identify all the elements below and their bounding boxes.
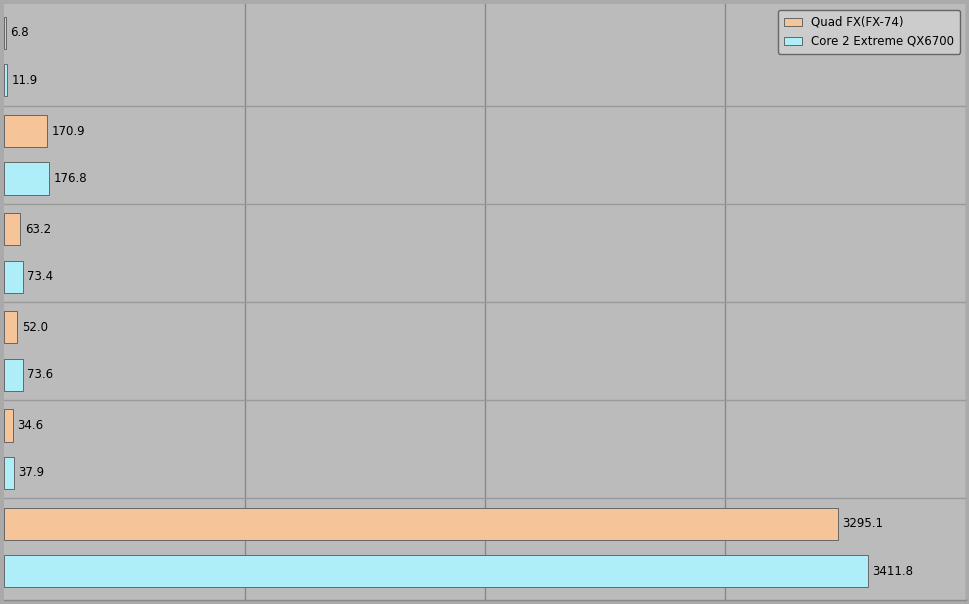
Text: 73.4: 73.4: [27, 270, 53, 283]
Text: 3411.8: 3411.8: [871, 565, 912, 577]
Text: 176.8: 176.8: [53, 172, 87, 185]
Bar: [4, 457, 14, 489]
Bar: [4, 17, 6, 49]
Text: 3295.1: 3295.1: [842, 517, 883, 530]
Text: 63.2: 63.2: [24, 223, 50, 236]
Bar: [4, 64, 7, 97]
Bar: [4, 410, 13, 442]
Bar: [4, 115, 47, 147]
Text: 6.8: 6.8: [11, 27, 29, 39]
Bar: [4, 162, 48, 194]
Text: 52.0: 52.0: [22, 321, 47, 334]
Bar: [4, 311, 17, 344]
Text: 11.9: 11.9: [12, 74, 38, 87]
Text: 73.6: 73.6: [27, 368, 53, 381]
Text: 170.9: 170.9: [52, 124, 85, 138]
Text: 34.6: 34.6: [17, 419, 44, 432]
Bar: [4, 359, 22, 391]
Text: 37.9: 37.9: [18, 466, 45, 480]
Legend: Quad FX(FX-74), Core 2 Extreme QX6700: Quad FX(FX-74), Core 2 Extreme QX6700: [777, 10, 959, 54]
Bar: [4, 507, 837, 540]
Bar: [4, 555, 866, 587]
Bar: [4, 213, 20, 245]
Bar: [4, 260, 22, 293]
